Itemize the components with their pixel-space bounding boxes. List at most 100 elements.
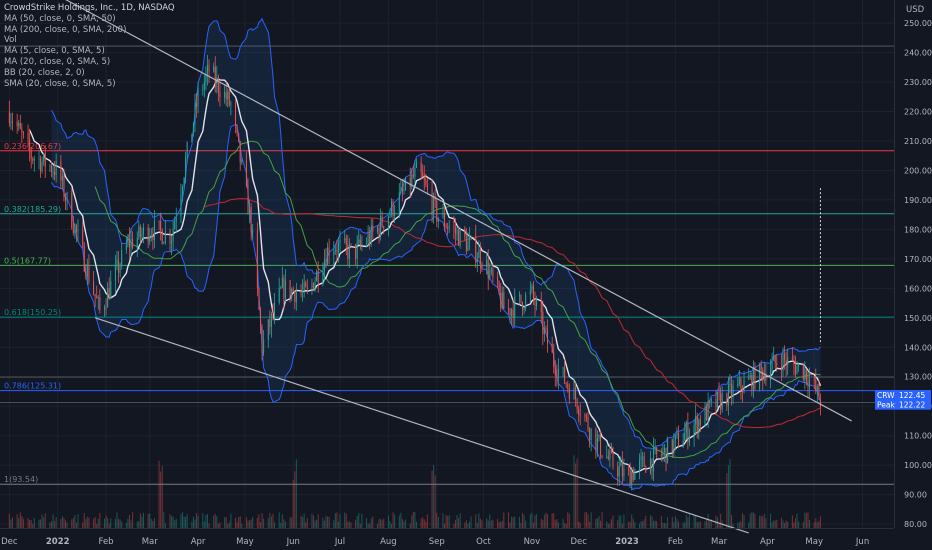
volume-bar — [125, 522, 127, 528]
volume-bar — [609, 523, 611, 528]
candle-body — [557, 368, 559, 379]
candle-body — [721, 393, 723, 410]
legend-title[interactable]: CrowdStrike Holdings, Inc., 1D, NASDAQ — [4, 3, 175, 13]
candle-body — [774, 355, 776, 363]
candle-body — [172, 228, 174, 242]
y-axis[interactable]: 250.00 240.00 230.00 220.00 210.00 200.00 190.… — [894, 0, 932, 550]
candle-body — [334, 250, 336, 252]
x-axis[interactable]: Dec 2022 Feb Mar Apr May Jun Jul Aug Sep Oct Nov Dec… — [0, 528, 894, 548]
volume-bar — [423, 519, 425, 528]
volume-bar — [787, 521, 789, 528]
candle-body — [317, 270, 319, 283]
volume-bar — [765, 518, 767, 528]
volume-bar — [88, 517, 90, 528]
candle-body — [718, 392, 720, 394]
candle-body — [230, 103, 232, 105]
volume-bar — [507, 512, 509, 528]
volume-bar — [118, 518, 120, 528]
candle-body — [540, 300, 542, 313]
legend-ma5[interactable]: MA (5, close, 0, SMA, 5) — [4, 46, 105, 57]
candle-body — [662, 451, 664, 456]
candle-body — [784, 353, 786, 360]
volume-bar — [97, 518, 99, 528]
candle-body — [509, 308, 511, 316]
legend-sma20[interactable]: SMA (20, close, 0, SMA, 5) — [4, 78, 116, 89]
candle-body — [531, 285, 533, 291]
x-tick-label: Mar — [142, 537, 159, 547]
volume-bar — [645, 515, 647, 528]
volume-bar — [575, 463, 577, 528]
volume-bar — [160, 471, 162, 528]
candle-body — [116, 259, 118, 266]
candle-body — [158, 220, 160, 222]
candle-body — [32, 158, 34, 161]
volume-bar — [213, 515, 215, 528]
volume-bar — [256, 517, 258, 528]
volume-bar — [366, 518, 368, 528]
candle-body — [344, 238, 346, 241]
volume-bar — [545, 512, 547, 528]
volume-bar — [656, 521, 658, 528]
y-tick-label: 190.00 — [904, 196, 932, 205]
volume-bar — [649, 515, 651, 528]
candle-body — [640, 456, 642, 461]
volume-bar — [818, 520, 820, 528]
volume-bar — [82, 522, 84, 528]
volume-bar — [356, 515, 358, 528]
volume-bar — [459, 513, 461, 528]
candle-body — [19, 122, 21, 129]
volume-bar — [180, 514, 182, 528]
candle-body — [83, 244, 85, 272]
volume-bar — [337, 521, 339, 528]
candle-body — [391, 201, 393, 214]
price-tag-value — [895, 399, 931, 410]
candle-body — [261, 326, 263, 354]
candle-body — [403, 189, 405, 192]
candle-body — [325, 259, 327, 266]
candle-body — [239, 141, 241, 163]
volume-bar — [370, 518, 372, 528]
volume-bar — [333, 520, 335, 528]
candle-body — [300, 292, 302, 294]
legend-ma20[interactable]: MA (20, close, 0, SMA, 5) — [4, 56, 111, 67]
volume-bar — [261, 513, 263, 528]
legend-ma50[interactable]: MA (50, close, 0, SMA, 50) — [4, 13, 116, 24]
volume-bar — [130, 520, 132, 528]
candle-body — [82, 229, 84, 245]
volume-bar — [654, 520, 656, 528]
volume-bar — [667, 517, 669, 528]
candle-body — [227, 91, 229, 100]
candle-body — [492, 268, 494, 277]
candle-body — [283, 277, 285, 299]
candle-body — [205, 73, 207, 82]
candle-body — [607, 456, 609, 459]
candle-body — [66, 193, 68, 201]
volume-bar — [481, 520, 483, 528]
volume-bar — [567, 512, 569, 528]
volume-bar — [791, 515, 793, 528]
volume-bar — [618, 515, 620, 528]
volume-bar — [601, 512, 603, 528]
volume-bar — [706, 519, 708, 528]
candle-body — [235, 103, 237, 126]
volume-bar — [685, 514, 687, 528]
legend-bb[interactable]: BB (20, close, 2, 0) — [4, 67, 85, 78]
volume-bar — [27, 518, 29, 528]
volume-bar — [707, 514, 709, 528]
volume-bar — [169, 513, 171, 528]
legend-volume[interactable]: Vol — [4, 35, 17, 46]
candle-body — [554, 366, 556, 376]
candle-body — [551, 344, 553, 353]
volume-bar — [387, 515, 389, 528]
candle-body — [478, 249, 480, 259]
candle-body — [105, 307, 107, 309]
legend-ma200[interactable]: MA (200, close, 0, SMA, 200) — [4, 24, 127, 35]
trend-channel[interactable] — [65, 0, 852, 534]
volume-bar — [540, 518, 542, 528]
volume-bar — [302, 516, 304, 528]
volume-bar — [21, 516, 23, 528]
candle-body — [476, 258, 478, 263]
volume-bar — [676, 518, 678, 528]
candle-body — [447, 227, 449, 229]
